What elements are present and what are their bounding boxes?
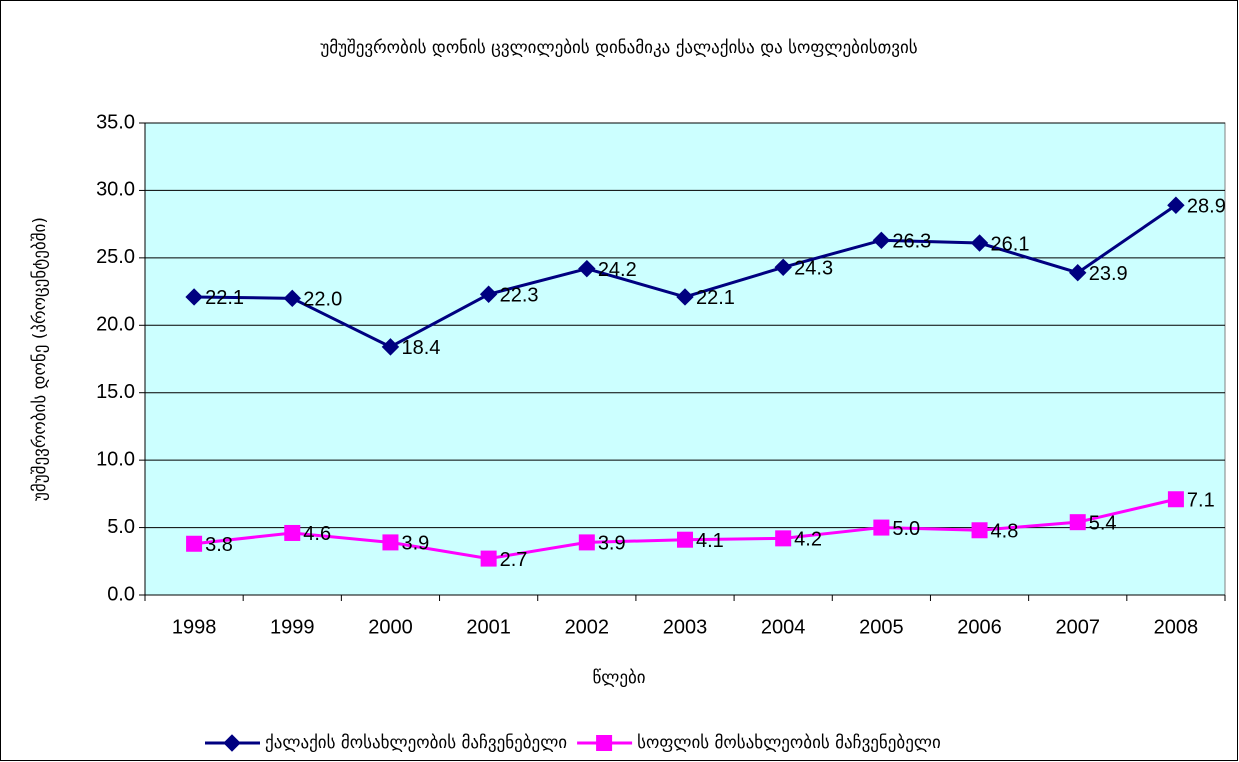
x-tick-label: 2004 [761, 616, 806, 638]
y-tick-label: 15.0 [96, 381, 135, 403]
marker [479, 285, 498, 303]
data-label: 7.1 [1187, 490, 1215, 512]
data-label: 4.8 [991, 521, 1019, 543]
data-label: 23.9 [1089, 263, 1128, 285]
data-label: 22.1 [696, 287, 735, 309]
data-label: 4.1 [696, 530, 724, 552]
marker [1167, 491, 1184, 508]
marker [872, 231, 891, 250]
data-label: 22.3 [500, 285, 539, 307]
marker [1167, 196, 1185, 214]
data-label: 18.4 [401, 337, 440, 359]
marker [1069, 263, 1087, 282]
marker [382, 534, 399, 551]
marker [775, 530, 792, 547]
data-label: 28.9 [1187, 196, 1226, 218]
data-label: 24.3 [794, 258, 833, 280]
legend-marker [596, 735, 613, 751]
marker [578, 259, 596, 278]
plot-area [144, 122, 1226, 596]
y-tick-label: 10.0 [96, 448, 135, 470]
data-label: 5.0 [892, 518, 920, 540]
x-tick-label: 2008 [1154, 616, 1199, 638]
x-tick-label: 1998 [172, 616, 217, 638]
x-tick-label: 2002 [565, 616, 610, 638]
legend-marker [223, 734, 241, 752]
marker [381, 338, 400, 356]
y-tick-label: 35.0 [96, 111, 135, 133]
data-label: 4.2 [794, 529, 822, 551]
y-tick-label: 5.0 [107, 516, 135, 538]
marker [480, 550, 497, 567]
marker [1069, 514, 1086, 531]
data-label: 2.7 [500, 549, 528, 571]
y-axis-title: უმუშევრობის დონე (პროცენტებში) [30, 217, 50, 501]
data-label: 26.1 [991, 233, 1030, 255]
data-label: 22.0 [303, 289, 342, 311]
data-label: 3.9 [401, 533, 429, 555]
x-tick-label: 2003 [663, 616, 708, 638]
y-tick-label: 0.0 [107, 583, 135, 605]
marker [284, 524, 301, 541]
data-label: 26.3 [892, 231, 931, 253]
data-label: 3.9 [598, 533, 626, 555]
marker [677, 531, 693, 548]
marker [283, 289, 301, 308]
marker [774, 258, 792, 277]
x-tick-label: 2005 [859, 616, 904, 638]
x-axis-title: წლები [592, 668, 645, 688]
marker [186, 535, 203, 552]
y-tick-label: 20.0 [96, 314, 135, 336]
x-tick-label: 2000 [368, 616, 413, 638]
marker [970, 234, 989, 252]
marker [578, 534, 595, 551]
data-label: 4.6 [303, 523, 331, 545]
data-label: 3.8 [205, 534, 233, 556]
marker [676, 288, 694, 306]
y-tick-label: 30.0 [96, 179, 135, 201]
data-label: 22.1 [205, 287, 244, 309]
legend-label: ქალაქის მოსახლეობის მაჩვენებელი [265, 733, 567, 753]
chart-title: უმუშევრობის დონის ცვლილების დინამიკა ქალ… [320, 38, 917, 58]
x-tick-label: 2006 [957, 616, 1002, 638]
data-label: 5.4 [1089, 512, 1117, 534]
x-tick-label: 1999 [270, 616, 315, 638]
x-tick-label: 2001 [466, 616, 511, 638]
data-label: 24.2 [598, 259, 637, 281]
legend-label: სოფლის მოსახლეობის მაჩვენებელი [637, 733, 941, 753]
marker [185, 288, 203, 306]
x-tick-label: 2007 [1055, 616, 1100, 638]
y-tick-label: 25.0 [96, 246, 135, 268]
marker [873, 519, 890, 536]
marker [971, 522, 988, 539]
